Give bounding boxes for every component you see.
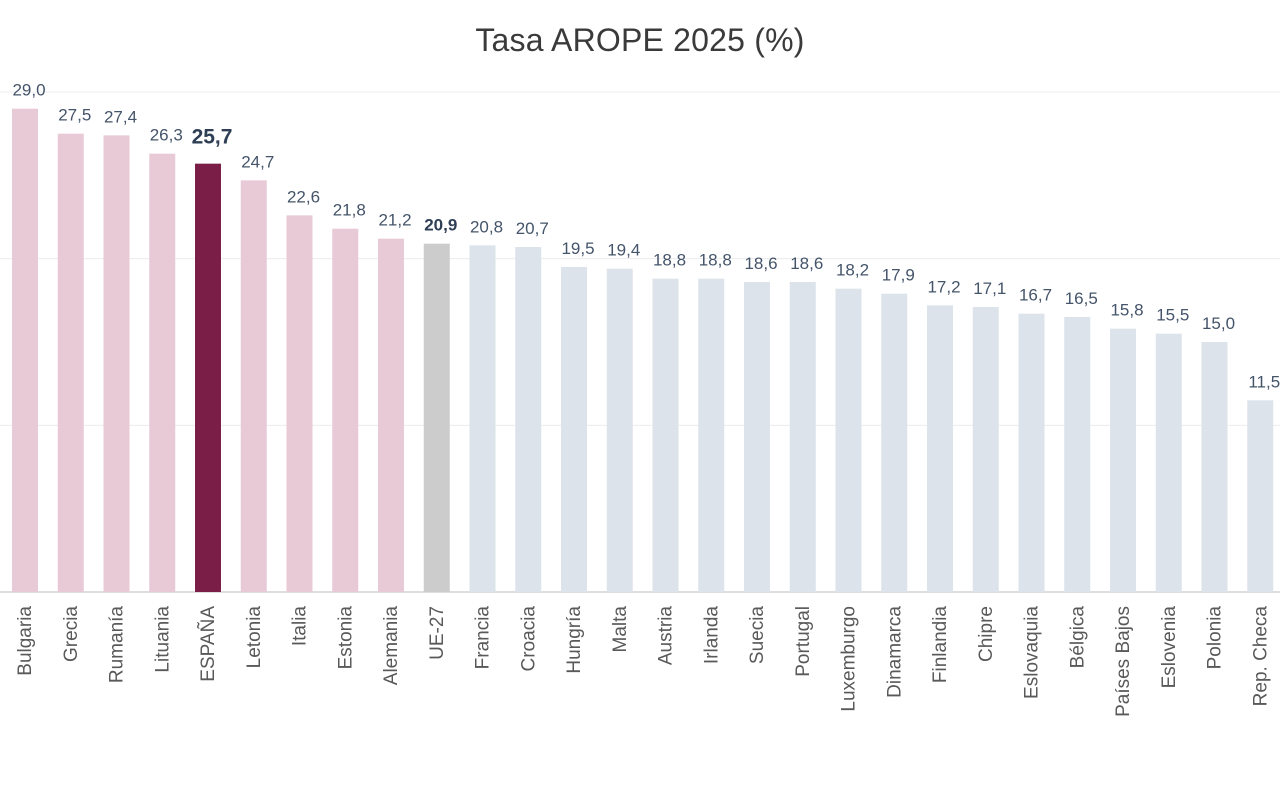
value-label-eslovenia: 15,5 <box>1156 306 1189 325</box>
bar-eslovaquia <box>1018 313 1045 592</box>
bar-eslovenia <box>1155 333 1182 592</box>
value-label-rep-checa: 11,5 <box>1248 372 1280 391</box>
bar-irlanda <box>698 278 725 592</box>
category-label-letonia: Letonia <box>244 606 265 669</box>
value-label-eslovaquia: 16,7 <box>1019 286 1052 305</box>
value-label-luxemburgo: 18,2 <box>836 261 869 280</box>
bar-alemania <box>378 238 404 592</box>
bar-francia <box>469 245 496 593</box>
bar-luxemburgo <box>835 288 862 592</box>
category-labels: Bulgaria Grecia Rumanía Lituania ESPAÑA Leton… <box>15 606 1271 717</box>
value-label-croacia: 20,7 <box>516 219 549 238</box>
category-label-luxemburgo: Luxemburgo <box>839 606 860 712</box>
value-label-portugal: 18,6 <box>790 254 823 273</box>
bar-paises-bajos <box>1110 328 1136 592</box>
category-label-lituania: Lituania <box>152 606 173 673</box>
category-label-grecia: Grecia <box>61 606 82 662</box>
category-label-francia: Francia <box>473 606 494 670</box>
category-label-alemania: Alemania <box>381 606 402 686</box>
value-label-francia: 20,8 <box>470 217 503 236</box>
category-label-austria: Austria <box>656 606 677 666</box>
bar-espana <box>195 163 221 592</box>
value-label-irlanda: 18,8 <box>699 251 732 270</box>
value-label-malta: 19,4 <box>607 241 640 260</box>
bars <box>12 108 1274 593</box>
bar-lituania <box>149 153 176 592</box>
category-label-bulgaria: Bulgaria <box>15 606 36 676</box>
category-label-italia: Italia <box>290 606 311 647</box>
value-label-dinamarca: 17,9 <box>882 266 915 285</box>
category-label-dinamarca: Dinamarca <box>884 606 905 698</box>
bar-rumania <box>103 135 130 593</box>
category-label-eslovaquia: Eslovaquia <box>1022 606 1043 699</box>
category-label-malta: Malta <box>610 606 631 653</box>
value-label-lituania: 26,3 <box>150 126 183 145</box>
category-label-irlanda: Irlanda <box>701 606 722 665</box>
bar-letonia <box>240 180 267 593</box>
bar-grecia <box>57 133 84 592</box>
bar-italia <box>286 215 313 593</box>
value-label-polonia: 15,0 <box>1202 314 1235 333</box>
bar-dinamarca <box>881 293 908 592</box>
value-label-estonia: 21,8 <box>333 201 366 220</box>
category-label-rumania: Rumanía <box>107 606 128 684</box>
bar-malta <box>606 268 633 592</box>
category-label-polonia: Polonia <box>1205 606 1226 670</box>
value-label-ue-27: 20,9 <box>424 216 457 235</box>
bar-portugal <box>789 282 816 592</box>
category-label-portugal: Portugal <box>793 606 814 677</box>
value-label-bulgaria: 29,0 <box>12 81 45 100</box>
category-label-rep-checa: Rep. Checa <box>1250 606 1271 707</box>
bar-hungria <box>561 267 587 592</box>
value-label-chipre: 17,1 <box>973 279 1006 298</box>
bar-polonia <box>1201 342 1228 592</box>
bar-finlandia <box>927 305 953 592</box>
value-label-paises-bajos: 15,8 <box>1110 301 1143 320</box>
bar-bulgaria <box>12 108 38 593</box>
category-label-ue-27: UE-27 <box>427 606 448 660</box>
bar-croacia <box>515 247 542 592</box>
value-label-espana: 25,7 <box>192 126 233 149</box>
category-label-croacia: Croacia <box>518 606 539 672</box>
value-label-hungria: 19,5 <box>561 239 594 258</box>
category-label-eslovenia: Eslovenia <box>1159 606 1180 689</box>
bar-rep-checa <box>1247 400 1274 592</box>
bar-ue-27 <box>423 243 450 592</box>
bar-belgica <box>1064 317 1091 592</box>
value-label-suecia: 18,6 <box>744 254 777 273</box>
value-label-italia: 22,6 <box>287 187 320 206</box>
category-label-espana: ESPAÑA <box>197 606 219 682</box>
bar-chipre <box>972 307 999 592</box>
value-label-austria: 18,8 <box>653 251 686 270</box>
category-label-belgica: Bélgica <box>1067 606 1088 669</box>
category-label-hungria: Hungría <box>564 606 585 674</box>
bar-austria <box>652 278 679 592</box>
value-labels: 29,0 27,5 27,4 26,3 25,7 24,7 22,6 21,8 21,2 20,9… <box>12 81 1280 392</box>
value-label-finlandia: 17,2 <box>927 277 960 296</box>
value-label-letonia: 24,7 <box>241 152 274 171</box>
bar-estonia <box>332 228 359 592</box>
category-label-suecia: Suecia <box>747 606 768 665</box>
category-label-estonia: Estonia <box>335 606 356 670</box>
chart-title: Tasa AROPE 2025 (%) <box>475 22 805 58</box>
category-label-paises-bajos: Países Bajos <box>1113 606 1134 717</box>
category-label-chipre: Chipre <box>976 606 997 662</box>
bar-suecia <box>744 282 770 592</box>
value-label-belgica: 16,5 <box>1065 289 1098 308</box>
category-label-finlandia: Finlandia <box>930 606 951 684</box>
value-label-grecia: 27,5 <box>58 106 91 125</box>
value-label-alemania: 21,2 <box>378 211 411 230</box>
value-label-rumania: 27,4 <box>104 107 137 126</box>
